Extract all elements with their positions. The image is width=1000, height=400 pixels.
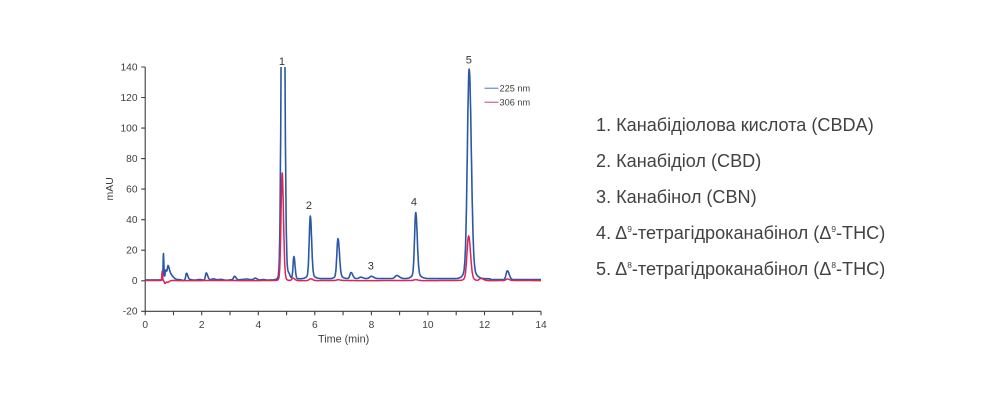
- svg-text:4: 4: [255, 320, 261, 331]
- svg-text:Time (min): Time (min): [318, 333, 369, 345]
- svg-text:10: 10: [422, 320, 434, 331]
- svg-text:mAU: mAU: [104, 177, 116, 200]
- svg-text:100: 100: [121, 124, 138, 135]
- svg-text:4: 4: [411, 196, 417, 208]
- svg-text:60: 60: [126, 185, 138, 196]
- svg-text:14: 14: [535, 320, 547, 331]
- svg-text:2: 2: [306, 200, 312, 212]
- svg-text:120: 120: [121, 93, 138, 104]
- svg-text:1: 1: [279, 56, 285, 68]
- svg-text:3: 3: [368, 261, 374, 273]
- svg-text:8: 8: [369, 320, 375, 331]
- svg-text:80: 80: [126, 154, 138, 165]
- svg-text:-20: -20: [123, 307, 138, 318]
- svg-text:20: 20: [126, 246, 138, 257]
- svg-text:306 nm: 306 nm: [500, 98, 531, 108]
- svg-text:2: 2: [199, 320, 205, 331]
- svg-text:225 nm: 225 nm: [500, 84, 531, 94]
- svg-text:140: 140: [121, 62, 138, 73]
- svg-text:0: 0: [142, 320, 148, 331]
- svg-text:40: 40: [126, 215, 138, 226]
- svg-text:6: 6: [312, 320, 318, 331]
- svg-text:12: 12: [479, 320, 491, 331]
- svg-text:5: 5: [466, 54, 472, 66]
- svg-text:0: 0: [132, 276, 138, 287]
